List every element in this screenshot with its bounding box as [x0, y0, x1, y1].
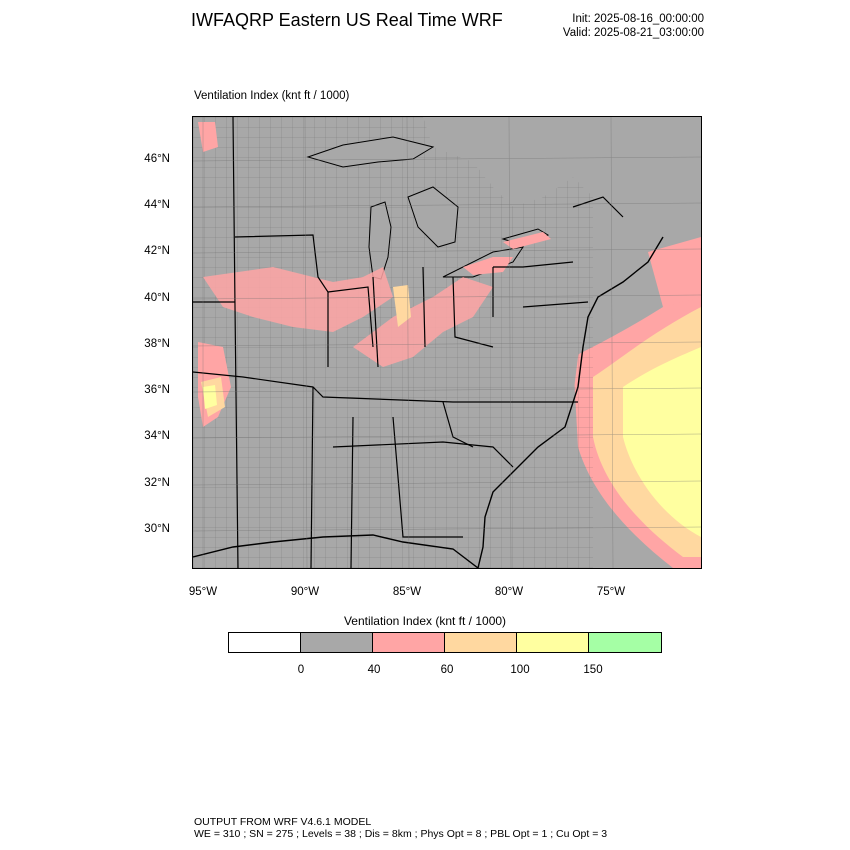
model-footer-line1: OUTPUT FROM WRF V4.6.1 MODEL — [194, 816, 372, 828]
legend-tick-150: 150 — [583, 664, 603, 676]
legend-swatch-5 — [589, 633, 661, 652]
lat-label-38: 38°N — [144, 338, 170, 350]
legend-swatch-4 — [517, 633, 589, 652]
state-boundaries — [193, 117, 624, 568]
legend-tick-60: 60 — [440, 664, 454, 676]
plot-field-label: Ventilation Index (knt ft / 1000) — [194, 90, 350, 102]
lat-label-36: 36°N — [144, 384, 170, 396]
lat-label-32: 32°N — [144, 477, 170, 489]
legend-title: Ventilation Index (knt ft / 1000) — [343, 614, 507, 628]
graticule — [193, 117, 701, 568]
legend-swatch-0 — [229, 633, 301, 652]
vent-patch-southwest-hi — [203, 385, 217, 409]
init-time: Init: 2025-08-16_00:00:00 — [572, 13, 704, 25]
legend-colorbar — [228, 632, 662, 653]
lat-label-30: 30°N — [144, 523, 170, 535]
canada-region — [423, 117, 701, 207]
lat-label-40: 40°N — [144, 292, 170, 304]
map-graphic — [193, 117, 701, 568]
valid-time: Valid: 2025-08-21_03:00:00 — [562, 27, 704, 39]
map-panel — [192, 116, 702, 569]
lake-michigan — [368, 201, 392, 280]
vent-patch-oh-mid — [393, 285, 411, 327]
lat-label-44: 44°N — [144, 199, 170, 211]
legend-swatch-1 — [301, 633, 373, 652]
vent-patch-midwest — [203, 267, 393, 332]
legend-swatch-3 — [445, 633, 517, 652]
lat-label-46: 46°N — [144, 153, 170, 165]
lon-label-90: 90°W — [290, 586, 320, 598]
legend-tick-40: 40 — [367, 664, 381, 676]
legend-swatch-2 — [373, 633, 445, 652]
legend-tick-0: 0 — [297, 664, 305, 676]
gulf-coastline — [193, 534, 479, 568]
lat-label-34: 34°N — [144, 430, 170, 442]
lon-label-80: 80°W — [494, 586, 524, 598]
lat-label-42: 42°N — [144, 245, 170, 257]
vent-patch-ontario-shore — [503, 232, 551, 249]
lon-label-95: 95°W — [188, 586, 218, 598]
lon-label-85: 85°W — [392, 586, 422, 598]
page-title: IWFAQRP Eastern US Real Time WRF — [191, 10, 503, 30]
vent-patch-lakes — [463, 257, 513, 275]
legend-tick-100: 100 — [510, 664, 530, 676]
coastline — [477, 236, 664, 568]
ocean-high-band — [623, 347, 701, 537]
model-footer-line2: WE = 310 ; SN = 275 ; Levels = 38 ; Dis … — [194, 828, 608, 840]
lon-label-75: 75°W — [596, 586, 626, 598]
lake-huron — [407, 186, 459, 248]
atlantic-ne-low — [648, 237, 701, 307]
